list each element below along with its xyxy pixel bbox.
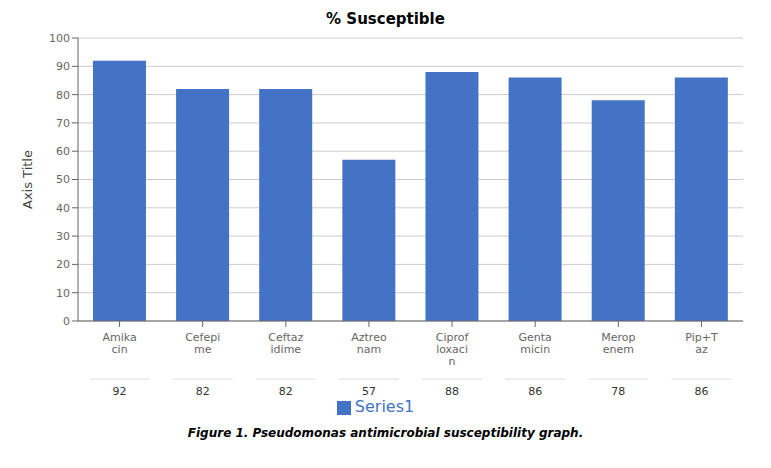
svg-text:Pip+T: Pip+T: [685, 331, 718, 344]
svg-text:Cefepi: Cefepi: [185, 331, 221, 344]
svg-text:nam: nam: [357, 343, 381, 356]
svg-text:me: me: [194, 343, 212, 356]
svg-text:Genta: Genta: [518, 331, 552, 344]
svg-text:enem: enem: [603, 343, 634, 356]
svg-text:cin: cin: [112, 343, 128, 356]
svg-text:Axis Title: Axis Title: [20, 150, 35, 209]
svg-text:50: 50: [56, 173, 70, 186]
svg-text:micin: micin: [520, 343, 550, 356]
svg-text:Ciprof: Ciprof: [435, 331, 469, 344]
svg-text:Ceftaz: Ceftaz: [268, 331, 304, 344]
svg-text:86: 86: [694, 385, 708, 398]
svg-text:Amika: Amika: [102, 331, 137, 344]
svg-text:86: 86: [528, 385, 542, 398]
html-text:% Susceptible: % Susceptible: [326, 10, 445, 28]
svg-text:90: 90: [56, 60, 70, 73]
svg-text:40: 40: [56, 202, 70, 215]
svg-text:idime: idime: [271, 343, 302, 356]
html-text:Series1: Series1: [354, 397, 415, 416]
svg-text:100: 100: [49, 32, 70, 45]
svg-text:20: 20: [56, 258, 70, 271]
svg-text:az: az: [695, 343, 708, 356]
svg-text:78: 78: [611, 385, 625, 398]
svg-text:10: 10: [56, 287, 70, 300]
svg-text:30: 30: [56, 230, 70, 243]
svg-text:n: n: [449, 355, 456, 368]
svg-text:92: 92: [113, 385, 127, 398]
svg-text:70: 70: [56, 117, 70, 130]
svg-text:80: 80: [56, 89, 70, 102]
svg-text:0: 0: [63, 315, 70, 328]
svg-text:Aztreo: Aztreo: [351, 331, 387, 344]
svg-text:82: 82: [279, 385, 293, 398]
svg-text:57: 57: [362, 385, 376, 398]
svg-text:loxaci: loxaci: [436, 343, 468, 356]
svg-text:Merop: Merop: [601, 331, 636, 344]
svg-text:60: 60: [56, 145, 70, 158]
html-text:Figure 1. Pseudomonas antimicr: Figure 1. Pseudomonas antimicrobial susc…: [187, 426, 584, 440]
svg-text:88: 88: [445, 385, 459, 398]
svg-text:82: 82: [196, 385, 210, 398]
